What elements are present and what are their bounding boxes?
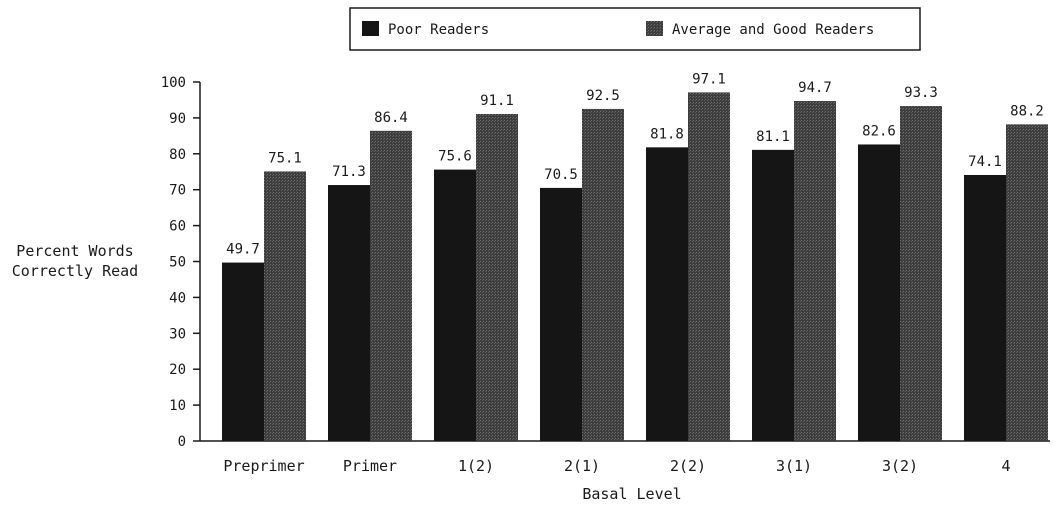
y-tick-label: 80 [169, 147, 186, 163]
legend-label-poor: Poor Readers [388, 22, 489, 38]
x-tick-labels: Preprimer Primer 1(2) 2(1) 2(2) 3(1) 3(2) 4 [223, 457, 1010, 475]
y-tick-label: 10 [169, 398, 186, 414]
bar-value-label: 49.7 [226, 242, 260, 258]
bar-poor-readers [222, 262, 264, 441]
bar-value-label: 75.1 [268, 150, 302, 166]
bar-poor-readers [540, 187, 582, 441]
x-tick-label: 2(2) [670, 457, 706, 475]
bar-value-label: 81.1 [756, 129, 790, 145]
value-labels: 49.7 75.1 71.3 86.4 75.6 91.1 70.5 92.5 81.8 97.1… [226, 71, 1044, 257]
bar-value-label: 92.5 [586, 88, 620, 104]
bar-value-label: 94.7 [798, 80, 832, 96]
y-axis-label-line-1: Percent Words [16, 242, 133, 260]
bar-average-good-readers [264, 171, 306, 442]
bar-value-label: 75.6 [438, 149, 472, 165]
bar-value-label: 93.3 [904, 85, 938, 101]
x-tick-label: 3(1) [776, 457, 812, 475]
bar-poor-readers [752, 149, 794, 441]
bar-value-label: 91.1 [480, 93, 514, 109]
legend: Poor Readers Average and Good Readers [349, 7, 921, 51]
legend-swatch-average-good [646, 21, 663, 36]
x-tick-label: Primer [343, 457, 397, 475]
bar-average-good-readers [794, 101, 836, 441]
bar-value-label: 88.2 [1010, 103, 1044, 119]
y-tick-label: 30 [169, 326, 186, 342]
y-tick-label: 50 [169, 255, 186, 271]
bar-poor-readers [964, 174, 1006, 441]
x-tick-label: Preprimer [223, 457, 304, 475]
y-tick-label: 40 [169, 290, 186, 306]
bar-poor-readers [858, 144, 900, 441]
bars [222, 92, 1048, 442]
y-tick-label: 90 [169, 111, 186, 127]
bar-average-good-readers [476, 113, 518, 442]
bar-value-label: 97.1 [692, 71, 726, 87]
bar-average-good-readers [1006, 124, 1048, 441]
y-tick-label: 70 [169, 183, 186, 199]
x-tick-label: 1(2) [458, 457, 494, 475]
legend-box [349, 7, 921, 51]
x-tick-label: 2(1) [564, 457, 600, 475]
bar-poor-readers [646, 147, 688, 441]
bar-value-label: 81.8 [650, 126, 684, 142]
x-axis-label: Basal Level [582, 485, 681, 503]
y-ticks: 0 10 20 30 40 50 60 70 80 90 100 [161, 75, 200, 450]
bar-value-label: 82.6 [862, 123, 896, 139]
y-axis-label-line-2: Correctly Read [12, 262, 138, 280]
x-tick-label: 3(2) [882, 457, 918, 475]
x-tick-label: 4 [1001, 457, 1010, 475]
bar-poor-readers [434, 169, 476, 441]
bar-average-good-readers [582, 108, 624, 442]
bar-value-label: 86.4 [374, 110, 408, 126]
bar-average-good-readers [688, 92, 730, 441]
bar-average-good-readers [370, 130, 412, 441]
bar-average-good-readers [900, 106, 942, 441]
bar-value-label: 71.3 [332, 164, 366, 180]
y-tick-label: 20 [169, 362, 186, 378]
y-tick-label: 60 [169, 219, 186, 235]
bar-poor-readers [328, 185, 370, 441]
legend-label-average-good: Average and Good Readers [672, 22, 874, 38]
y-tick-label: 100 [161, 75, 186, 91]
legend-swatch-poor [362, 21, 379, 36]
bar-value-label: 70.5 [544, 167, 578, 183]
y-tick-label: 0 [178, 434, 186, 450]
bar-value-label: 74.1 [968, 154, 1002, 170]
